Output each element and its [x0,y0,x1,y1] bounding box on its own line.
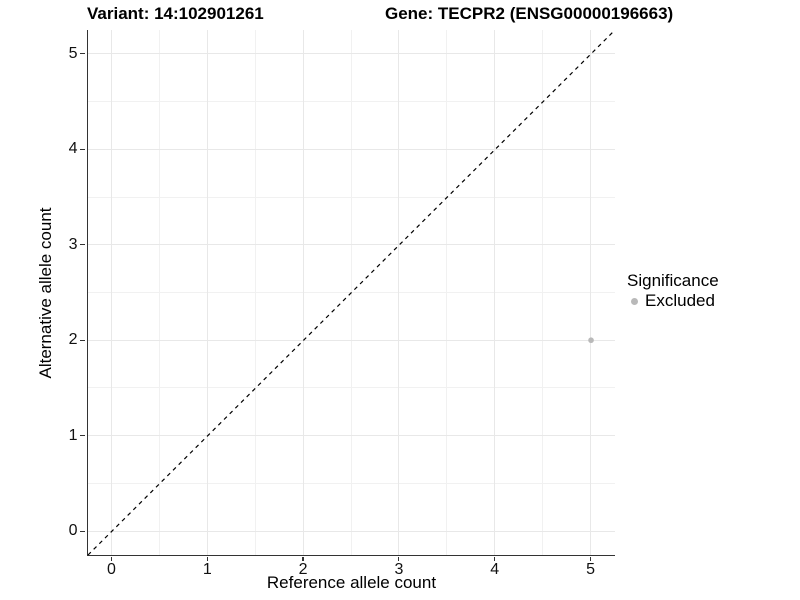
x-axis-title: Reference allele count [266,573,437,592]
plot-title-gene: Gene: TECPR2 (ENSG00000196663) [385,4,674,23]
x-tick-label: 0 [107,561,116,578]
chart-layer [87,29,615,556]
legend-point-icon [627,297,642,305]
plot-panel: 0 1 2 3 4 5 0 1 2 3 4 5 [69,29,615,578]
y-tick-mark [80,530,85,532]
y-tick-label: 3 [68,235,78,253]
legend: Significance Excluded [627,270,719,311]
y-axis-title-text: Alternative allele count [36,207,55,379]
y-tick-mark [80,244,85,246]
x-tick-label: 1 [202,561,212,578]
identity-line [87,29,615,556]
y-tick-label: 0 [68,522,78,540]
excluded-dot-icon [631,297,638,305]
x-tick-label: 3 [394,561,404,578]
y-tick-label: 1 [68,426,78,444]
x-tick-mark [494,556,496,561]
x-tick-label: 5 [586,561,595,578]
y-tick-mark [80,435,85,437]
legend-entry-excluded: Excluded [627,291,719,311]
x-tick-mark [206,556,208,561]
y-tick-mark [80,53,85,55]
x-tick-mark [302,556,304,561]
x-tick-mark [110,556,113,561]
x-tick-label: 4 [490,561,500,578]
x-tick-mark [589,556,592,561]
legend-entry-label: Excluded [645,291,715,310]
data-point [587,337,594,344]
legend-title: Significance [627,271,719,290]
x-tick-mark [398,556,400,561]
y-tick-label: 4 [68,140,78,158]
y-tick-mark [80,339,85,341]
y-tick-label: 2 [68,331,78,349]
y-tick-mark [80,148,85,150]
x-tick-label: 2 [298,561,308,578]
y-tick-label: 5 [68,44,78,62]
plot-title-variant: Variant: 14:102901261 [87,4,264,23]
